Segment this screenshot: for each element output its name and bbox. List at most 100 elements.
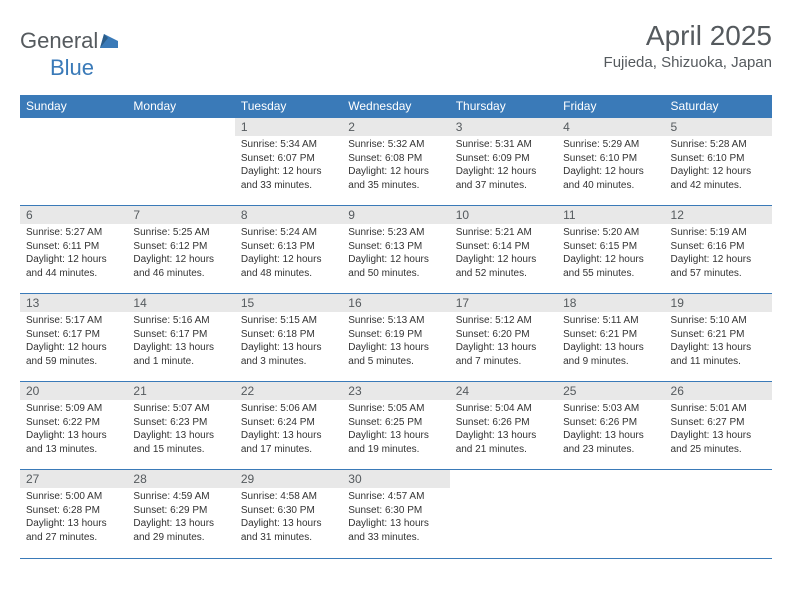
sunrise-line: Sunrise: 5:09 AM	[26, 403, 102, 414]
daylight-line: Daylight: 13 hours and 25 minutes.	[671, 430, 752, 455]
daylight-line: Daylight: 13 hours and 21 minutes.	[456, 430, 537, 455]
day-details: Sunrise: 5:10 AMSunset: 6:21 PMDaylight:…	[665, 312, 772, 372]
calendar-cell	[557, 470, 664, 558]
calendar-cell	[20, 118, 127, 206]
sunset-line: Sunset: 6:30 PM	[241, 505, 315, 516]
sunrise-line: Sunrise: 5:28 AM	[671, 139, 747, 150]
day-details: Sunrise: 5:34 AMSunset: 6:07 PMDaylight:…	[235, 136, 342, 196]
day-number: 5	[665, 118, 772, 136]
day-details: Sunrise: 5:00 AMSunset: 6:28 PMDaylight:…	[20, 488, 127, 548]
daylight-line: Daylight: 12 hours and 48 minutes.	[241, 254, 322, 279]
day-number: 26	[665, 382, 772, 400]
daylight-line: Daylight: 12 hours and 46 minutes.	[133, 254, 214, 279]
day-number: 23	[342, 382, 449, 400]
weekday-wednesday: Wednesday	[342, 95, 449, 118]
sunrise-line: Sunrise: 5:00 AM	[26, 491, 102, 502]
calendar-cell: 26 Sunrise: 5:01 AM Sunset: 6:27 PM Dayligh…	[665, 382, 772, 470]
sunset-line: Sunset: 6:08 PM	[348, 153, 422, 164]
calendar-cell: 4Sunrise: 5:29 AMSunset: 6:10 PMDaylight…	[557, 118, 664, 206]
weekday-tuesday: Tuesday	[235, 95, 342, 118]
day-number: 17	[450, 294, 557, 312]
calendar-week-row: 13Sunrise: 5:17 AMSunset: 6:17 PMDayligh…	[20, 294, 772, 382]
day-number: 22	[235, 382, 342, 400]
sunset-line: Sunset: 6:13 PM	[241, 241, 315, 252]
day-number: 28	[127, 470, 234, 488]
sunset-line: Sunset: 6:25 PM	[348, 417, 422, 428]
calendar-cell: 6Sunrise: 5:27 AMSunset: 6:11 PMDaylight…	[20, 206, 127, 294]
sunset-line: Sunset: 6:21 PM	[671, 329, 745, 340]
calendar-table: Sunday Monday Tuesday Wednesday Thursday…	[20, 95, 772, 558]
daylight-line: Daylight: 12 hours and 52 minutes.	[456, 254, 537, 279]
weekday-sunday: Sunday	[20, 95, 127, 118]
calendar-week-row: 1Sunrise: 5:34 AMSunset: 6:07 PMDaylight…	[20, 118, 772, 206]
sunrise-line: Sunrise: 5:24 AM	[241, 227, 317, 238]
sunset-line: Sunset: 6:29 PM	[133, 505, 207, 516]
calendar-cell: 27Sunrise: 5:00 AMSunset: 6:28 PMDayligh…	[20, 470, 127, 558]
sunrise-line: Sunrise: 5:07 AM	[133, 403, 209, 414]
day-details: Sunrise: 5:05 AMSunset: 6:25 PMDaylight:…	[342, 400, 449, 460]
flag-icon	[100, 34, 118, 48]
sunset-line: Sunset: 6:17 PM	[26, 329, 100, 340]
sunrise-line: Sunrise: 5:21 AM	[456, 227, 532, 238]
day-number: 29	[235, 470, 342, 488]
daylight-line: Daylight: 13 hours and 9 minutes.	[563, 342, 644, 367]
day-number: 21	[127, 382, 234, 400]
sunrise-line: Sunrise: 5:16 AM	[133, 315, 209, 326]
sunrise-line: Sunrise: 5:20 AM	[563, 227, 639, 238]
daylight-line: Daylight: 13 hours and 7 minutes.	[456, 342, 537, 367]
day-details: Sunrise: 5:19 AMSunset: 6:16 PMDaylight:…	[665, 224, 772, 284]
calendar-cell: 13Sunrise: 5:17 AMSunset: 6:17 PMDayligh…	[20, 294, 127, 382]
calendar-cell: 12Sunrise: 5:19 AMSunset: 6:16 PMDayligh…	[665, 206, 772, 294]
day-number: 14	[127, 294, 234, 312]
daylight-line: Daylight: 13 hours and 23 minutes.	[563, 430, 644, 455]
calendar-cell: 15Sunrise: 5:15 AMSunset: 6:18 PMDayligh…	[235, 294, 342, 382]
weekday-monday: Monday	[127, 95, 234, 118]
daylight-line: Daylight: 12 hours and 59 minutes.	[26, 342, 107, 367]
day-number: 27	[20, 470, 127, 488]
sunrise-line: Sunrise: 5:25 AM	[133, 227, 209, 238]
sunset-line: Sunset: 6:22 PM	[26, 417, 100, 428]
calendar-cell: 17Sunrise: 5:12 AMSunset: 6:20 PMDayligh…	[450, 294, 557, 382]
day-number: 3	[450, 118, 557, 136]
sunset-line: Sunset: 6:23 PM	[133, 417, 207, 428]
calendar-cell: 3Sunrise: 5:31 AMSunset: 6:09 PMDaylight…	[450, 118, 557, 206]
calendar-cell: 30Sunrise: 4:57 AMSunset: 6:30 PMDayligh…	[342, 470, 449, 558]
calendar-week-row: 27 Sunrise: 5:00 AM Sunset: 6:28 PM Dayligh…	[20, 470, 772, 558]
sunset-line: Sunset: 6:17 PM	[133, 329, 207, 340]
day-number: 16	[342, 294, 449, 312]
day-details: Sunrise: 4:58 AMSunset: 6:30 PMDaylight:…	[235, 488, 342, 548]
daylight-line: Daylight: 13 hours and 33 minutes.	[348, 518, 429, 543]
day-number: 24	[450, 382, 557, 400]
daylight-line: Daylight: 13 hours and 29 minutes.	[133, 518, 214, 543]
sunrise-line: Sunrise: 5:01 AM	[671, 403, 747, 414]
day-number: 6	[20, 206, 127, 224]
day-number: 25	[557, 382, 664, 400]
sunset-line: Sunset: 6:10 PM	[671, 153, 745, 164]
daylight-line: Daylight: 12 hours and 50 minutes.	[348, 254, 429, 279]
day-number: 8	[235, 206, 342, 224]
sunset-line: Sunset: 6:10 PM	[563, 153, 637, 164]
calendar-cell: 23Sunrise: 5:05 AMSunset: 6:25 PMDayligh…	[342, 382, 449, 470]
weekday-thursday: Thursday	[450, 95, 557, 118]
day-number: 2	[342, 118, 449, 136]
sunrise-line: Sunrise: 4:57 AM	[348, 491, 424, 502]
daylight-line: Daylight: 12 hours and 35 minutes.	[348, 166, 429, 191]
day-number: 9	[342, 206, 449, 224]
calendar-cell: 9Sunrise: 5:23 AMSunset: 6:13 PMDaylight…	[342, 206, 449, 294]
day-details: Sunrise: 5:06 AMSunset: 6:24 PMDaylight:…	[235, 400, 342, 460]
sunset-line: Sunset: 6:30 PM	[348, 505, 422, 516]
calendar-cell: 28 Sunrise: 4:59 AM Sunset: 6:29 PM Dayligh…	[127, 470, 234, 558]
sunset-line: Sunset: 6:28 PM	[26, 505, 100, 516]
sunrise-line: Sunrise: 5:11 AM	[563, 315, 638, 326]
logo: General	[20, 28, 120, 54]
calendar-cell: 11Sunrise: 5:20 AMSunset: 6:15 PMDayligh…	[557, 206, 664, 294]
sunset-line: Sunset: 6:14 PM	[456, 241, 530, 252]
day-number: 19	[665, 294, 772, 312]
sunset-line: Sunset: 6:27 PM	[671, 417, 745, 428]
daylight-line: Daylight: 12 hours and 37 minutes.	[456, 166, 537, 191]
sunrise-line: Sunrise: 4:59 AM	[133, 491, 209, 502]
daylight-line: Daylight: 13 hours and 1 minute.	[133, 342, 214, 367]
sunset-line: Sunset: 6:09 PM	[456, 153, 530, 164]
sunrise-line: Sunrise: 5:05 AM	[348, 403, 424, 414]
day-details: Sunrise: 4:57 AM Sunset: 6:30 PM Daylight:…	[342, 488, 449, 548]
